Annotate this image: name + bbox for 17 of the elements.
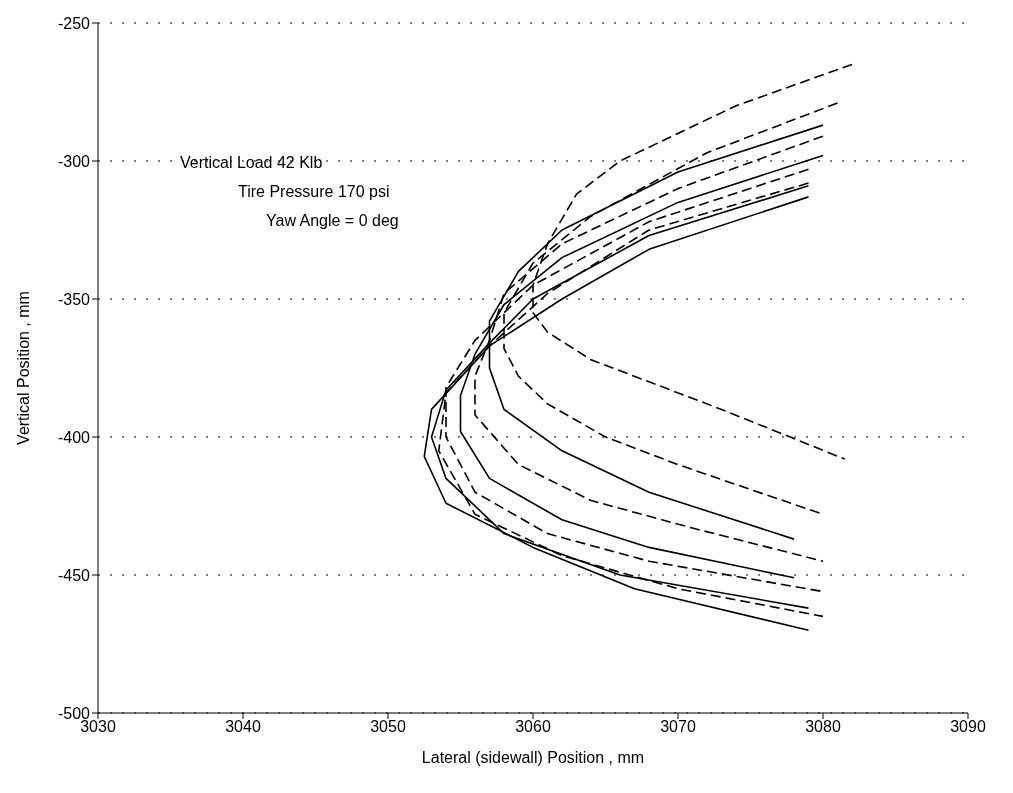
x-axis-title: Lateral (sidewall) Position , mm — [421, 749, 645, 766]
annotation: Tire Pressure 170 psi — [238, 182, 391, 202]
x-tick-label: 3050 — [370, 718, 406, 736]
y-axis-title: Vertical Position , mm — [14, 291, 32, 445]
annotation: Vertical Load 42 Klb — [180, 153, 324, 173]
x-tick-label: 3090 — [950, 718, 986, 736]
y-tick-label: -450 — [57, 566, 91, 584]
y-tick-label: -350 — [57, 290, 91, 308]
x-tick-label: 3030 — [80, 718, 116, 736]
x-tick-label: 3070 — [660, 718, 696, 736]
y-tick-label: -250 — [57, 14, 91, 32]
x-tick-label: 3080 — [805, 718, 841, 736]
x-tick-label: 3060 — [515, 718, 551, 736]
y-tick-label: -400 — [57, 428, 91, 446]
annotation: Yaw Angle = 0 deg — [266, 211, 400, 231]
x-tick-label: 3040 — [225, 718, 261, 736]
y-tick-label: -300 — [57, 152, 91, 170]
